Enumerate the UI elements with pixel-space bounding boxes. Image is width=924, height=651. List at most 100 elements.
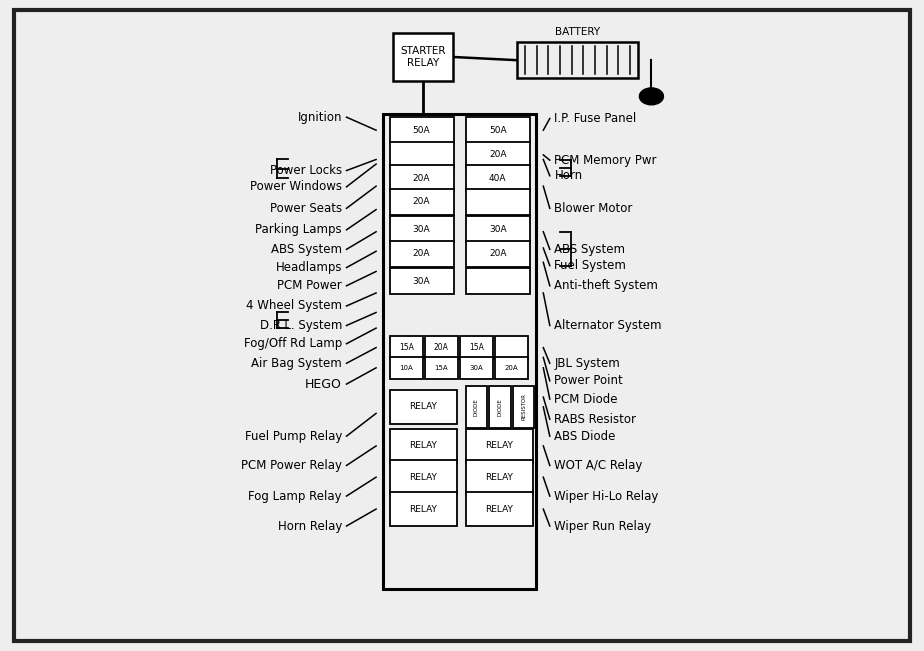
FancyBboxPatch shape [390, 268, 454, 294]
Text: Alternator System: Alternator System [554, 319, 662, 332]
FancyBboxPatch shape [14, 10, 910, 641]
FancyBboxPatch shape [383, 114, 536, 589]
FancyBboxPatch shape [466, 165, 529, 191]
Text: 20A: 20A [413, 174, 431, 183]
FancyBboxPatch shape [466, 117, 529, 143]
Text: 30A: 30A [489, 225, 506, 234]
Text: Power Windows: Power Windows [249, 180, 342, 193]
FancyBboxPatch shape [390, 460, 456, 494]
FancyBboxPatch shape [390, 142, 454, 168]
Text: 50A: 50A [413, 126, 431, 135]
Text: Anti-theft System: Anti-theft System [554, 279, 658, 292]
Text: Air Bag System: Air Bag System [251, 357, 342, 370]
Text: RESISTOR: RESISTOR [521, 393, 527, 421]
Text: D.R.L. System: D.R.L. System [260, 319, 342, 332]
Text: 20A: 20A [505, 365, 518, 371]
FancyBboxPatch shape [393, 33, 453, 81]
FancyBboxPatch shape [513, 385, 534, 428]
FancyBboxPatch shape [459, 336, 493, 359]
Text: PCM Diode: PCM Diode [554, 393, 618, 406]
FancyBboxPatch shape [390, 189, 454, 215]
Text: WOT A/C Relay: WOT A/C Relay [554, 459, 643, 472]
FancyBboxPatch shape [390, 117, 454, 143]
Text: RELAY: RELAY [409, 505, 437, 514]
FancyBboxPatch shape [390, 492, 456, 526]
Text: Wiper Run Relay: Wiper Run Relay [554, 519, 651, 533]
Text: Power Locks: Power Locks [270, 164, 342, 177]
Text: Horn Relay: Horn Relay [277, 519, 342, 533]
Text: RELAY: RELAY [409, 473, 437, 482]
Text: PCM Power: PCM Power [277, 279, 342, 292]
Text: Horn: Horn [554, 169, 582, 182]
FancyBboxPatch shape [466, 460, 533, 494]
Text: BATTERY: BATTERY [555, 27, 600, 37]
Text: 20A: 20A [434, 343, 449, 352]
Text: 15A: 15A [434, 365, 448, 371]
FancyBboxPatch shape [459, 357, 493, 379]
FancyBboxPatch shape [390, 357, 423, 379]
Text: Blower Motor: Blower Motor [554, 202, 633, 215]
Text: Fog Lamp Relay: Fog Lamp Relay [249, 490, 342, 503]
Text: Fog/Off Rd Lamp: Fog/Off Rd Lamp [244, 337, 342, 350]
Text: Headlamps: Headlamps [275, 261, 342, 274]
Text: 15A: 15A [399, 343, 414, 352]
Text: I.P. Fuse Panel: I.P. Fuse Panel [554, 112, 637, 125]
Text: Fuel System: Fuel System [554, 259, 626, 272]
Text: 50A: 50A [489, 126, 506, 135]
FancyBboxPatch shape [466, 492, 533, 526]
Text: ABS System: ABS System [271, 243, 342, 256]
FancyBboxPatch shape [490, 385, 511, 428]
FancyBboxPatch shape [425, 357, 458, 379]
Text: Ignition: Ignition [298, 111, 342, 124]
Text: RELAY: RELAY [485, 473, 513, 482]
Text: JBL System: JBL System [554, 357, 620, 370]
Text: 20A: 20A [489, 249, 506, 258]
FancyBboxPatch shape [390, 165, 454, 191]
Text: RABS Resistor: RABS Resistor [554, 413, 637, 426]
Text: 20A: 20A [413, 249, 431, 258]
FancyBboxPatch shape [466, 385, 487, 428]
Text: ABS Diode: ABS Diode [554, 430, 615, 443]
Text: RELAY: RELAY [409, 441, 437, 450]
Text: ABS System: ABS System [554, 243, 626, 256]
Text: PCM Power Relay: PCM Power Relay [241, 459, 342, 472]
Circle shape [639, 88, 663, 105]
FancyBboxPatch shape [390, 429, 456, 463]
Text: DIODE: DIODE [498, 398, 503, 416]
Text: RELAY: RELAY [409, 402, 437, 411]
FancyBboxPatch shape [466, 429, 533, 463]
Text: 30A: 30A [469, 365, 483, 371]
FancyBboxPatch shape [390, 241, 454, 267]
FancyBboxPatch shape [390, 390, 456, 424]
FancyBboxPatch shape [494, 357, 529, 379]
Text: 40A: 40A [489, 174, 506, 183]
Text: HEGO: HEGO [305, 378, 342, 391]
Text: STARTER
RELAY: STARTER RELAY [400, 46, 445, 68]
FancyBboxPatch shape [390, 216, 454, 242]
Text: Fuel Pump Relay: Fuel Pump Relay [245, 430, 342, 443]
FancyBboxPatch shape [517, 42, 638, 78]
Text: 15A: 15A [469, 343, 484, 352]
Text: 4 Wheel System: 4 Wheel System [246, 299, 342, 312]
Text: Parking Lamps: Parking Lamps [255, 223, 342, 236]
FancyBboxPatch shape [466, 216, 529, 242]
Text: RELAY: RELAY [485, 505, 513, 514]
FancyBboxPatch shape [466, 189, 529, 215]
Text: 30A: 30A [413, 277, 431, 286]
FancyBboxPatch shape [390, 336, 423, 359]
Text: 10A: 10A [399, 365, 413, 371]
FancyBboxPatch shape [466, 142, 529, 168]
FancyBboxPatch shape [466, 268, 529, 294]
Text: RELAY: RELAY [485, 441, 513, 450]
Text: DIODE: DIODE [474, 398, 479, 416]
Text: 30A: 30A [413, 225, 431, 234]
Text: PCM Memory Pwr: PCM Memory Pwr [554, 154, 657, 167]
FancyBboxPatch shape [425, 336, 458, 359]
Text: Power Point: Power Point [554, 374, 623, 387]
FancyBboxPatch shape [466, 241, 529, 267]
Text: 20A: 20A [413, 197, 431, 206]
Text: 20A: 20A [489, 150, 506, 159]
FancyBboxPatch shape [494, 336, 529, 359]
Text: Wiper Hi-Lo Relay: Wiper Hi-Lo Relay [554, 490, 659, 503]
Text: Power Seats: Power Seats [270, 202, 342, 215]
